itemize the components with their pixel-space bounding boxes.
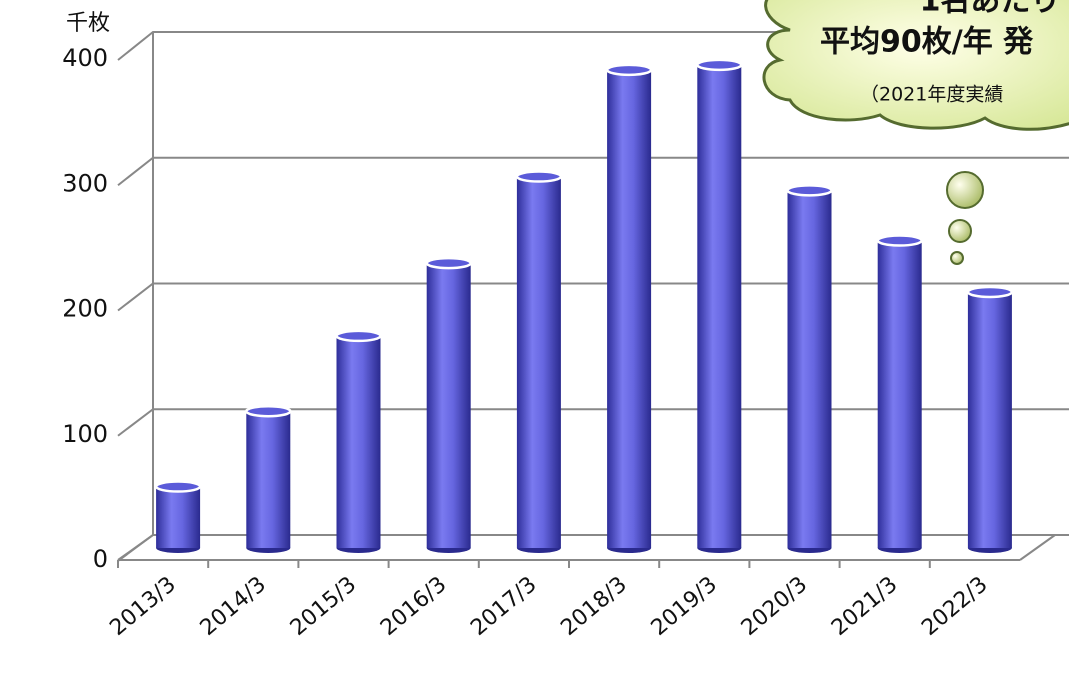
x-tick-label: 2018/3 <box>556 572 631 641</box>
bar-top <box>878 236 922 246</box>
y-tick-label: 0 <box>93 545 108 573</box>
bar <box>517 177 561 548</box>
unit-label: 千枚 <box>66 11 110 36</box>
bar <box>788 190 832 548</box>
cloud-shape <box>764 0 1069 129</box>
callout-line: （2021年度実績 <box>860 84 1003 106</box>
y-tick-label: 400 <box>62 44 108 72</box>
bar <box>968 292 1012 548</box>
bars <box>156 60 1012 553</box>
cloud-bubble <box>951 252 963 264</box>
grid-line <box>118 158 1069 186</box>
chart: 01002003004002013/32014/32015/32016/3201… <box>0 0 1069 687</box>
bar <box>427 263 471 548</box>
bar <box>878 241 922 548</box>
bar <box>337 336 381 548</box>
bar-top <box>788 185 832 195</box>
x-tick-label: 2020/3 <box>737 572 812 641</box>
bar <box>697 65 741 548</box>
bar-top <box>246 406 290 416</box>
bar-top <box>968 287 1012 297</box>
bar-top <box>697 60 741 70</box>
x-tick-label: 2015/3 <box>286 572 361 641</box>
cloud-bubble <box>947 172 983 208</box>
bar-top <box>427 258 471 268</box>
bar-top <box>337 331 381 341</box>
axis-line <box>1020 535 1055 560</box>
x-tick-label: 2016/3 <box>376 572 451 641</box>
x-tick-label: 2019/3 <box>647 572 722 641</box>
x-tick-label: 2021/3 <box>827 572 902 641</box>
x-tick-label: 2014/3 <box>196 572 271 641</box>
bar-top <box>517 172 561 182</box>
bar <box>156 487 200 548</box>
bar <box>607 70 651 548</box>
bar-top <box>156 482 200 492</box>
grid-line <box>118 284 1069 311</box>
y-tick-label: 100 <box>62 420 108 448</box>
callout-line: 1名あたり <box>920 0 1061 19</box>
bar-top <box>607 65 651 75</box>
callout-line: 平均90枚/年 発 <box>820 25 1034 60</box>
x-tick-label: 2017/3 <box>466 572 541 641</box>
y-tick-label: 200 <box>62 295 108 323</box>
y-tick-label: 300 <box>62 169 108 197</box>
bar <box>246 411 290 548</box>
x-tick-label: 2013/3 <box>105 572 180 641</box>
cloud-bubble <box>949 220 971 242</box>
x-tick-label: 2022/3 <box>917 572 992 641</box>
